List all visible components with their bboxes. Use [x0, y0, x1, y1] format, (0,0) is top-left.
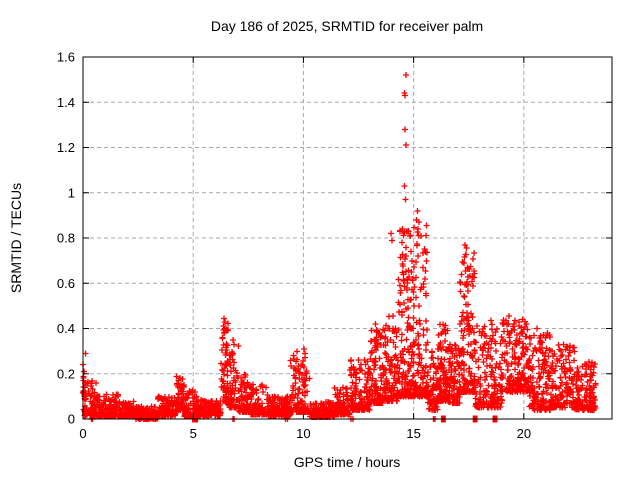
- x-tick-label: 15: [406, 426, 420, 441]
- y-tick-label: 0.2: [57, 366, 75, 381]
- x-tick-label: 5: [190, 426, 197, 441]
- y-tick-label: 1.4: [57, 95, 75, 110]
- y-tick-label: 0.4: [57, 321, 75, 336]
- scatter-points: [80, 72, 599, 422]
- x-tick-label: 20: [517, 426, 531, 441]
- srmtid-plus-markers: [80, 72, 599, 422]
- y-axis-label: SRMTID / TECUs: [8, 183, 24, 293]
- x-tick-label: 10: [296, 426, 310, 441]
- x-tick-labels: 0 5 10 15 20: [79, 426, 531, 441]
- y-tick-labels: 0 0.2 0.4 0.6 0.8 1 1.2 1.4 1.6: [57, 50, 75, 427]
- tick-marks: [82, 56, 612, 420]
- y-tick-label: 1.2: [57, 140, 75, 155]
- y-tick-label: 0.8: [57, 231, 75, 246]
- y-tick-label: 1.6: [57, 50, 75, 65]
- y-tick-label: 0.6: [57, 276, 75, 291]
- chart-title: Day 186 of 2025, SRMTID for receiver pal…: [211, 18, 483, 34]
- x-axis-label: GPS time / hours: [294, 454, 401, 470]
- x-tick-label: 0: [79, 426, 86, 441]
- y-tick-label: 0: [68, 412, 75, 427]
- y-tick-label: 1: [68, 185, 75, 200]
